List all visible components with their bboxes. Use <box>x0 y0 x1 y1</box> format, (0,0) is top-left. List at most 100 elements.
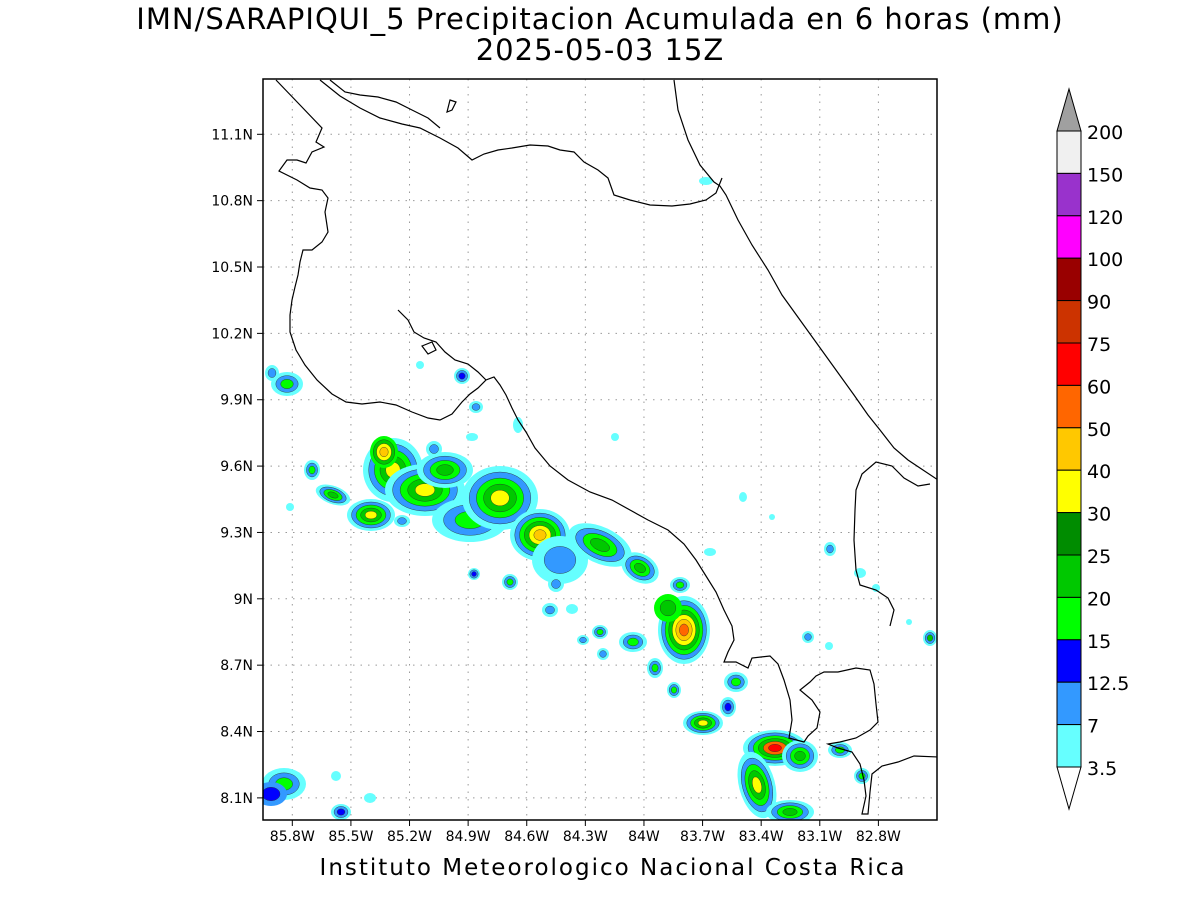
precip-contour <box>397 517 407 525</box>
precip-contour <box>611 433 619 441</box>
colorbar: 200 150 120 100 90 75 60 50 40 30 25 20 15 12.5 7 3.5 <box>1056 87 1129 811</box>
colorbar-swatch <box>1056 384 1082 429</box>
colorbar-label: 50 <box>1087 419 1111 441</box>
precip-contour <box>596 629 604 635</box>
map-grid <box>263 79 937 820</box>
lat-tick-label: 9N <box>234 592 253 608</box>
precip-contour <box>416 361 424 369</box>
lat-tick-label: 8.7N <box>220 658 253 674</box>
precip-contour <box>466 433 478 441</box>
latitude-labels: 11.1N 10.8N 10.5N 10.2N 9.9N 9.6N 9.3N 9N 8.7N 8.… <box>211 127 263 807</box>
lon-tick-label: 85.5W <box>328 829 373 845</box>
peninsula-nicoya-inner <box>397 309 487 381</box>
precip-contour <box>579 636 587 644</box>
colorbar-label: 7 <box>1087 716 1099 738</box>
lake-nicaragua-shore <box>329 79 441 129</box>
colorbar-swatch <box>1056 681 1082 726</box>
island-1 <box>446 99 457 113</box>
precip-contour <box>927 634 933 642</box>
precip-contour <box>659 599 677 617</box>
colorbar-label: 30 <box>1087 504 1111 526</box>
precip-contour <box>327 491 339 499</box>
precip-contour <box>364 793 376 803</box>
precip-contour <box>704 548 716 556</box>
lon-tick-label: 82.8W <box>856 829 901 845</box>
lon-tick-label: 84.9W <box>446 829 491 845</box>
map-title: IMN/SARAPIQUI_5 Precipitacion Acumulada … <box>136 2 1064 36</box>
colorbar-label: 3.5 <box>1087 758 1117 780</box>
precip-contour <box>429 444 439 454</box>
nicaragua-border <box>319 79 723 207</box>
precip-contour <box>590 538 610 552</box>
lon-tick-label: 85.2W <box>387 829 432 845</box>
precip-contour <box>627 637 639 647</box>
lat-tick-label: 10.8N <box>211 194 253 210</box>
colorbar-label: 15 <box>1087 631 1111 653</box>
colorbar-swatch <box>1056 427 1082 471</box>
precip-contour <box>490 489 510 507</box>
precip-contour <box>599 650 607 658</box>
colorbar-swatch <box>1056 300 1082 344</box>
lon-tick-label: 85.8W <box>270 829 315 845</box>
colorbar-label: 150 <box>1087 164 1123 186</box>
precip-contour <box>782 808 798 816</box>
precip-contour <box>379 446 389 458</box>
precip-contour <box>267 368 277 378</box>
precip-contour <box>651 663 659 673</box>
colorbar-label: 40 <box>1087 461 1111 483</box>
precip-contour <box>697 719 709 727</box>
colorbar-swatch <box>1056 596 1082 641</box>
precip-contour <box>566 604 578 614</box>
colorbar-swatch <box>1056 215 1082 259</box>
colorbar-swatch <box>1056 469 1082 514</box>
colorbar-label: 12.5 <box>1087 673 1129 695</box>
precip-contour <box>364 510 378 520</box>
colorbar-label: 20 <box>1087 588 1111 610</box>
lat-tick-label: 9.3N <box>220 525 253 541</box>
colorbar-over-triangle <box>1056 87 1082 132</box>
precip-contour <box>768 744 782 752</box>
colorbar-swatch <box>1056 130 1082 174</box>
precip-contour <box>724 702 732 712</box>
lat-tick-label: 11.1N <box>211 127 253 143</box>
lat-tick-label: 9.9N <box>220 393 253 409</box>
colorbar-swatch <box>1056 342 1082 386</box>
panama-border <box>854 461 931 511</box>
precip-contour <box>471 403 481 411</box>
colorbar-label: 200 <box>1087 122 1123 144</box>
precip-contour <box>414 483 436 497</box>
precip-contour <box>699 177 713 185</box>
precip-contour <box>634 563 646 573</box>
longitude-labels: 85.8W 85.5W 85.2W 84.9W 84.6W 84.3W 84W 83.7W 83… <box>270 820 901 845</box>
plot-frame <box>262 78 938 821</box>
lon-tick-label: 84.6W <box>504 829 549 845</box>
precip-contour <box>675 581 685 589</box>
lon-tick-label: 83.1W <box>797 829 842 845</box>
colorbar-swatch <box>1056 172 1082 217</box>
lat-tick-label: 8.1N <box>220 791 253 807</box>
precip-contour <box>906 619 912 625</box>
precip-contour <box>471 571 477 577</box>
precip-contour <box>263 787 281 801</box>
colorbar-swatch <box>1056 257 1082 302</box>
precip-contour <box>513 417 523 433</box>
lon-tick-label: 83.4W <box>739 829 784 845</box>
colorbar-label: 25 <box>1087 546 1111 568</box>
lon-tick-label: 84.3W <box>563 829 608 845</box>
precip-contour <box>543 546 577 574</box>
precip-contour <box>533 529 547 541</box>
precip-contour <box>739 492 747 502</box>
precip-contour <box>458 372 466 380</box>
precip-contour <box>308 465 316 475</box>
precipitation-field <box>263 177 937 820</box>
gulf-island <box>421 341 437 355</box>
pacific-coast-line <box>275 79 937 815</box>
colorbar-label: 120 <box>1087 207 1123 229</box>
colorbar-swatch <box>1056 512 1082 556</box>
precip-contour <box>825 642 833 650</box>
precip-contour <box>280 379 294 389</box>
colorbar-swatch <box>1056 554 1082 598</box>
precip-contour <box>336 808 346 816</box>
precip-contour <box>731 677 741 687</box>
lat-tick-label: 10.2N <box>211 326 253 342</box>
